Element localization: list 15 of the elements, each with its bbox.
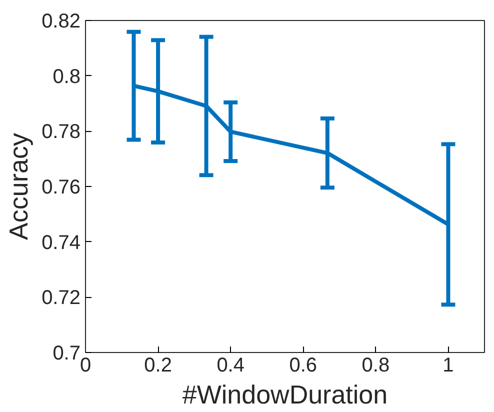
x-tick-label: 0: [80, 354, 92, 376]
y-tick-label: 0.7: [52, 342, 81, 364]
x-tick-label: 0.8: [362, 354, 390, 376]
y-axis-title: Accuracy: [4, 133, 34, 240]
x-tick-label: 0.4: [216, 354, 244, 376]
x-tick-label: 1: [442, 354, 454, 376]
y-tick-label: 0.8: [52, 66, 81, 88]
y-tick-label: 0.72: [42, 287, 81, 310]
y-tick-label: 0.76: [42, 176, 81, 198]
y-tick-label: 0.78: [42, 121, 81, 144]
y-tick-label: 0.74: [42, 232, 81, 254]
x-tick-label: 0.2: [144, 354, 172, 376]
x-tick-label: 0.6: [289, 354, 318, 376]
y-tick-label: 0.82: [42, 10, 81, 32]
x-axis-title: #WindowDuration: [182, 380, 388, 410]
